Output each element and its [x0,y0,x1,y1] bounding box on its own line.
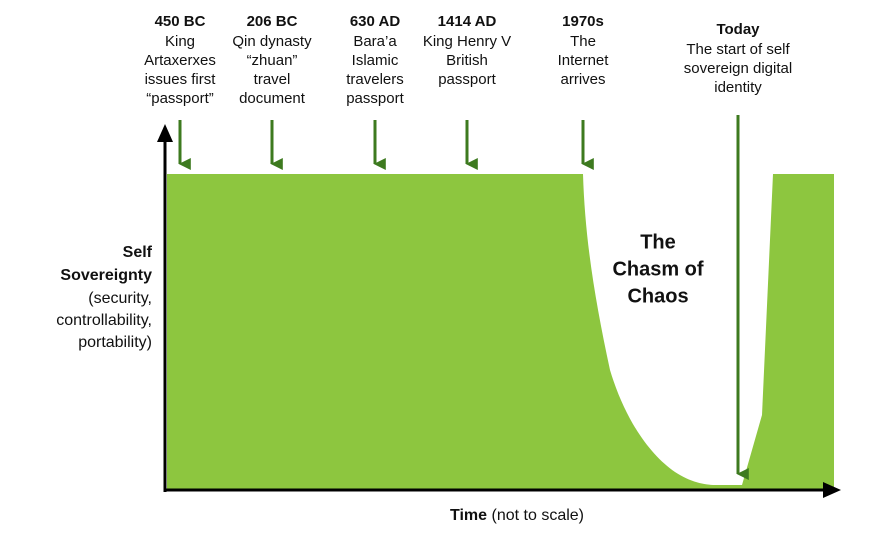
chasm-label: Chaos [627,285,688,307]
x-axis-arrowhead [823,482,841,498]
y-axis-arrowhead [157,124,173,142]
y-axis-label: Self [123,244,153,261]
milestone-text: “passport” [146,90,214,107]
milestone-text: King Henry V [423,33,511,50]
milestone-text: Bara’a [353,33,397,50]
labels: 450 BC King Artaxerxes issues first “passpor… [56,13,792,524]
y-axis-label: (security, [88,290,152,307]
sovereignty-area [167,174,834,490]
y-axis-label: controllability, [56,312,152,329]
milestone-text: Qin dynasty [232,33,312,50]
chasm-label: Chasm of [612,258,703,280]
milestone-text: The [570,33,596,50]
y-axis-label: Sovereignty [60,267,152,284]
milestone-date: 1970s [562,13,604,30]
milestone-date: 450 BC [155,13,206,30]
milestone-text: “zhuan” [247,52,298,69]
milestone-text: passport [438,71,496,88]
milestone-text: The start of self [686,41,790,58]
milestone-text: Internet [558,52,610,69]
x-axis-label: Time (not to scale) [450,507,584,524]
milestone-text: sovereign digital [684,60,792,77]
milestone-text: King [165,33,195,50]
chasm-label: The [640,231,676,253]
milestone-text: travel [254,71,291,88]
x-axis-label-bold: Time [450,507,487,524]
milestone-text: passport [346,90,404,107]
milestone-date: 206 BC [247,13,298,30]
milestone-text: arrives [560,71,605,88]
milestone-date: 630 AD [350,13,400,30]
milestone-text: identity [714,79,762,96]
milestone-date: Today [716,21,760,38]
milestone-text: issues first [145,71,217,88]
milestone-text: British [446,52,488,69]
milestone-date: 1414 AD [438,13,497,30]
milestone-text: Artaxerxes [144,52,216,69]
milestone-text: travelers [346,71,404,88]
y-axis-label: portability) [78,334,152,351]
milestone-text: Islamic [352,52,399,69]
x-axis-label-rest: (not to scale) [492,507,584,524]
milestone-text: document [239,90,306,107]
